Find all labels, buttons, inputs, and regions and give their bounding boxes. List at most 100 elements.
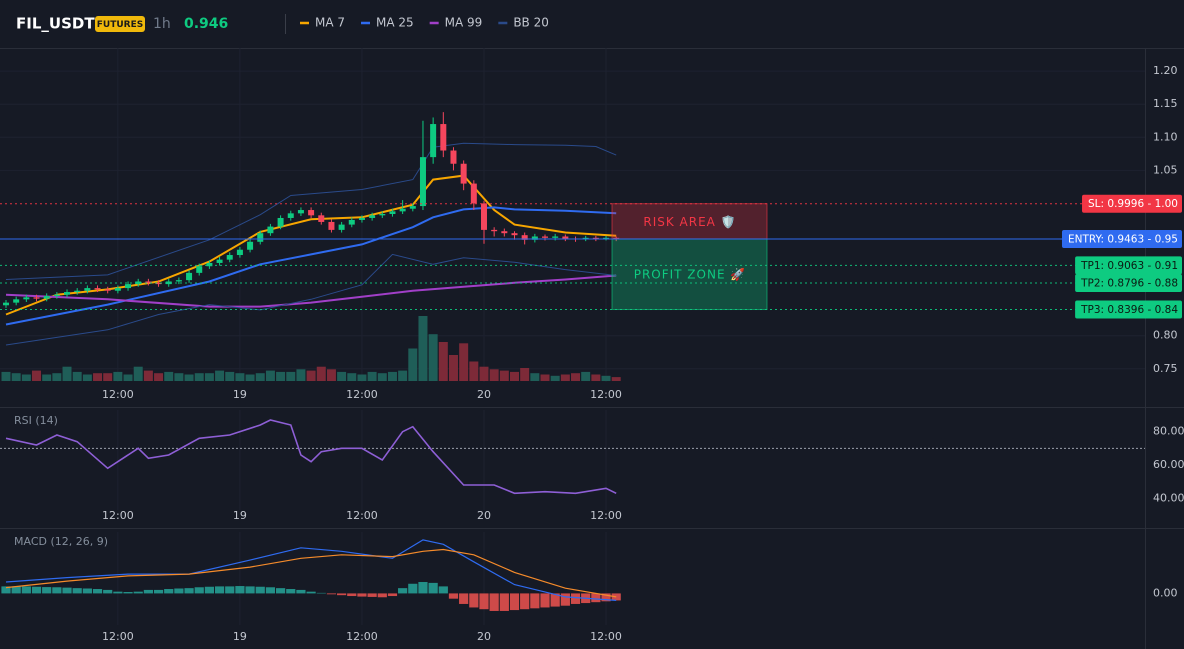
volume-bar — [164, 371, 174, 381]
candle-body — [64, 292, 71, 295]
volume-bar — [245, 374, 255, 381]
histogram-bar — [489, 593, 499, 611]
zone-label: RISK AREA 🛡️ — [643, 215, 736, 229]
volume-bar — [11, 373, 21, 381]
histogram-bar — [133, 591, 143, 594]
histogram-bar — [123, 592, 133, 594]
candle-body — [236, 249, 243, 256]
price-label-bg — [1075, 274, 1182, 293]
histogram-bar — [530, 593, 540, 609]
candle-body — [460, 163, 467, 184]
indicator-line — [5, 206, 617, 326]
x-tick-label: 20 — [477, 509, 491, 522]
price-label-bg — [1061, 229, 1182, 248]
candle-body — [277, 217, 284, 227]
candle-body — [409, 206, 416, 209]
histogram-bar — [601, 593, 611, 602]
volume-bar — [184, 374, 194, 381]
zone — [611, 238, 768, 311]
x-tick-label: 12:00 — [590, 388, 622, 401]
candle-body — [379, 214, 386, 216]
candle-body — [450, 150, 457, 164]
candle-body — [491, 229, 498, 232]
candle-body — [603, 237, 610, 239]
volume-bar — [347, 373, 357, 381]
volume-bar — [1, 371, 11, 381]
interval[interactable]: 1h — [153, 16, 171, 32]
candle-body — [84, 288, 91, 291]
histogram-bar — [316, 592, 326, 594]
histogram-bar — [611, 593, 621, 601]
price-label: ENTRY: 0.9463 - 0.95 — [1068, 233, 1178, 245]
legend-item: BB 20 — [513, 16, 549, 30]
candle-body — [216, 259, 223, 263]
x-tick-label: 12:00 — [346, 509, 378, 522]
panel-title: MACD (12, 26, 9) — [14, 535, 108, 548]
legend-item: MA 99 — [445, 16, 483, 30]
volume-bar — [286, 371, 296, 381]
symbol: FIL_USDT — [16, 15, 95, 33]
price-label: TP3: 0.8396 - 0.84 — [1080, 304, 1178, 316]
candle-body — [13, 299, 20, 303]
volume-bar — [174, 373, 184, 381]
histogram-bar — [550, 593, 560, 607]
candle-body — [521, 235, 528, 240]
volume-bar — [143, 370, 153, 381]
histogram-bar — [62, 587, 72, 594]
volume-bar — [21, 374, 31, 381]
y-tick-label: 0.00 — [1153, 586, 1178, 599]
histogram-bar — [1, 586, 11, 594]
volume-bar — [235, 373, 245, 381]
histogram-bar — [326, 593, 337, 595]
y-tick-label: 60.00 — [1153, 458, 1184, 471]
volume-bar — [52, 373, 62, 381]
histogram-bar — [540, 593, 550, 608]
candle-body — [23, 297, 30, 300]
x-tick-label: 20 — [477, 388, 491, 401]
histogram-bar — [31, 586, 42, 594]
candle-body — [33, 297, 40, 299]
volume-bar — [428, 334, 438, 381]
indicator-line — [5, 253, 617, 346]
candle-body — [145, 281, 152, 283]
candle-body — [267, 226, 274, 234]
volume-bar — [550, 375, 560, 381]
histogram-bar — [408, 583, 418, 594]
histogram-bar — [164, 589, 174, 594]
volume-bar — [215, 370, 225, 381]
histogram-bar — [286, 589, 296, 594]
panel-title: RSI (14) — [14, 414, 58, 427]
histogram-bar — [275, 588, 286, 594]
histogram-bar — [72, 588, 82, 594]
histogram-bar — [113, 591, 123, 594]
histogram-bar — [143, 589, 153, 594]
histogram-bar — [255, 586, 265, 594]
x-tick-label: 19 — [233, 509, 247, 522]
histogram-bar — [459, 593, 469, 604]
candle-body — [104, 289, 111, 291]
volume-bar — [530, 373, 540, 381]
candle-body — [369, 215, 376, 218]
candle-body — [480, 203, 487, 230]
candle-body — [125, 284, 132, 289]
histogram-bar — [479, 593, 489, 610]
histogram-bar — [153, 589, 164, 594]
volume-bar — [296, 369, 306, 381]
y-tick-label: 1.15 — [1153, 97, 1178, 110]
histogram-bar — [214, 586, 225, 594]
candle-body — [552, 236, 559, 238]
volume-bar — [133, 366, 143, 381]
zone — [611, 203, 768, 240]
histogram-bar — [398, 588, 408, 594]
candle-body — [175, 280, 182, 282]
volume-bar — [377, 373, 387, 381]
badge: FUTURES — [97, 20, 143, 30]
volume-bar — [469, 361, 479, 381]
volume-bar — [489, 369, 499, 381]
price-label: TP2: 0.8796 - 0.88 — [1080, 278, 1178, 290]
candle-body — [53, 294, 60, 297]
histogram-bar — [103, 589, 113, 594]
candle-body — [501, 231, 508, 234]
volume-bar — [103, 373, 113, 381]
